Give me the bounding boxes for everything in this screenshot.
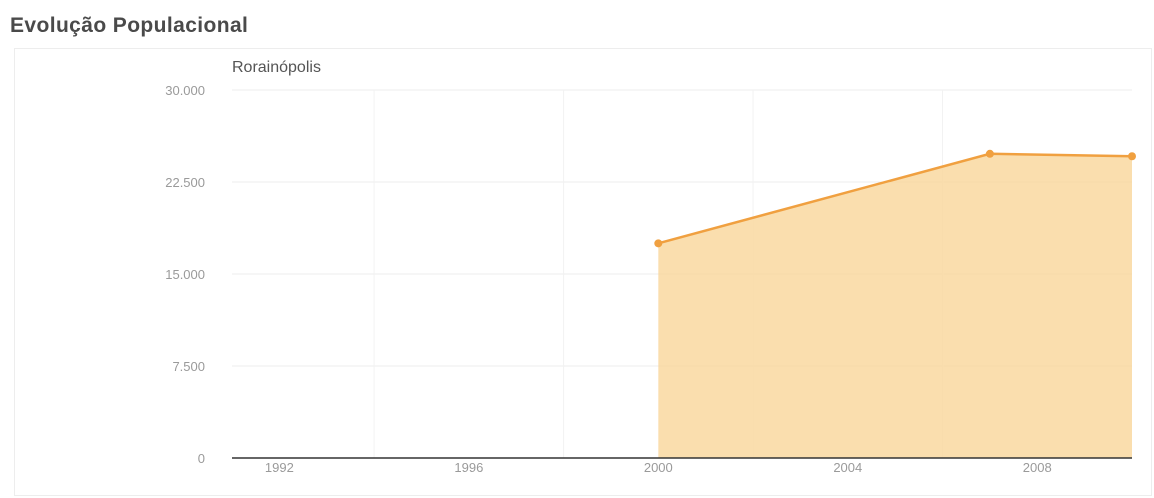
tick-labels: 0 7.500 15.000 22.500 30.000 1992 1996 2000 2004…: [165, 83, 1051, 475]
data-point: [1128, 152, 1136, 161]
page-title: Evolução Populacional: [10, 14, 249, 37]
x-tick-label: 2008: [1023, 460, 1052, 475]
y-tick-label: 7.500: [172, 359, 205, 374]
x-tick-label: 1996: [454, 460, 483, 475]
x-tick-label: 1992: [265, 460, 294, 475]
data-point: [985, 149, 994, 158]
x-tick-label: 2004: [833, 460, 862, 475]
y-tick-label: 0: [198, 451, 205, 466]
area-series: [654, 149, 1136, 458]
y-tick-label: 22.500: [165, 175, 205, 190]
y-tick-label: 15.000: [165, 267, 205, 282]
area-fill: [658, 153, 1132, 458]
chart-subtitle: Rorainópolis: [232, 59, 321, 76]
x-tick-label: 2000: [644, 460, 673, 475]
y-tick-label: 30.000: [165, 83, 205, 98]
data-point: [654, 239, 663, 248]
